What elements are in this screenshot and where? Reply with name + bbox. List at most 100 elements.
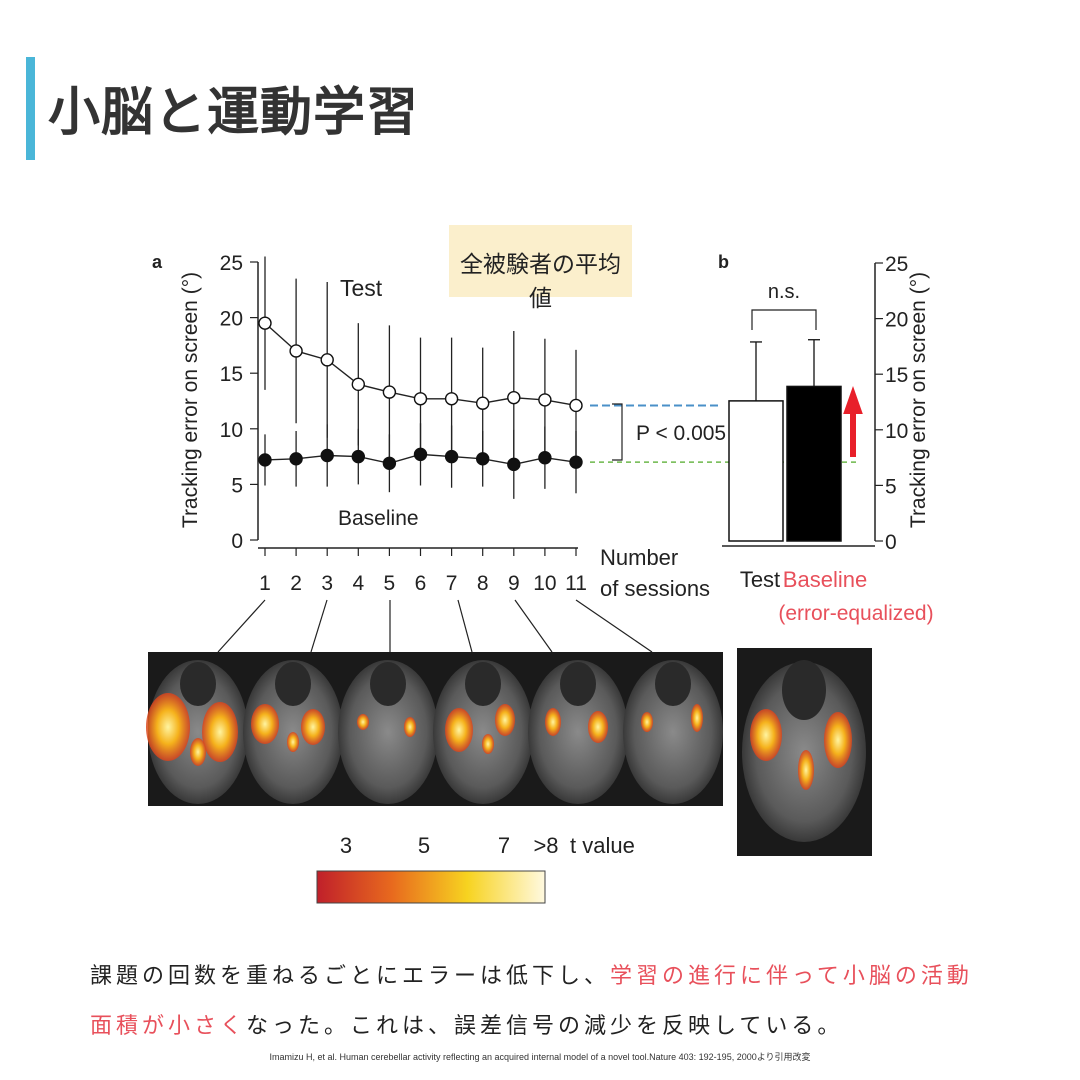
- panel-b-ytick-label: 10: [885, 420, 908, 443]
- colorbar-tick-3: 3: [340, 833, 352, 858]
- panel-a-xtick-label: 5: [384, 572, 396, 595]
- data-point: [444, 449, 459, 464]
- data-point: [413, 447, 428, 462]
- bar-baseline: [786, 385, 842, 542]
- panel-a-xlabel-line2: of sessions: [600, 576, 710, 601]
- brain-activation-map-baseline: [737, 648, 872, 856]
- series-label-test: Test: [340, 275, 383, 301]
- activation-blob: [404, 717, 416, 737]
- colorbar-tick-8: >8: [533, 833, 558, 858]
- data-point: [320, 448, 334, 463]
- data-point: [289, 344, 303, 358]
- series-label-baseline: Baseline: [338, 507, 419, 530]
- activation-blob: [190, 738, 206, 766]
- activation-blob: [357, 714, 369, 730]
- data-point: [444, 392, 459, 406]
- activation-blob: [545, 708, 561, 736]
- activation-blob: [146, 693, 190, 761]
- panel-a-xtick-label: 7: [446, 572, 458, 595]
- colorbar-tick-7: 7: [498, 833, 510, 858]
- citation: Imamizu H, et al. Human cerebellar activ…: [269, 1052, 811, 1062]
- panel-b-marks: [728, 339, 842, 542]
- brain-slice: [433, 660, 533, 804]
- panel-b-ytick-label: 20: [885, 309, 908, 332]
- panel-a-label: a: [152, 252, 163, 272]
- session-connectors: [217, 599, 653, 653]
- panel-b-ytick-label: 0: [885, 531, 897, 554]
- panel-b-ytick-label: 5: [885, 475, 897, 498]
- increase-arrow-icon: [843, 385, 863, 457]
- activation-blob: [301, 709, 325, 745]
- panel-b-ylabel: Tracking error on screen (°): [907, 272, 930, 528]
- title-accent-bar: [26, 57, 35, 160]
- brain-activation-maps: [146, 652, 723, 806]
- activation-blob: [641, 712, 653, 732]
- panel-a-xtick-label: 10: [533, 572, 556, 595]
- panel-a-ytick-label: 10: [220, 419, 243, 442]
- panel-a-xtick-label: 9: [508, 572, 520, 595]
- activation-blob: [495, 704, 515, 736]
- data-point: [258, 453, 272, 467]
- panel-a-ytick-label: 5: [231, 474, 243, 497]
- data-point: [569, 398, 583, 413]
- slide-title: 小脳と運動学習: [48, 83, 420, 143]
- panel-a-xtick-label: 3: [321, 572, 333, 595]
- significance-annotation: P < 0.005: [636, 422, 726, 445]
- brain-slice-ventricle: [655, 662, 691, 706]
- panel-a-ytick-label: 20: [220, 308, 243, 331]
- brain-slice-ventricle: [370, 662, 406, 706]
- data-point: [320, 353, 334, 367]
- panel-a-marks: [258, 256, 583, 499]
- panel-a-ytick-label: 0: [231, 530, 243, 553]
- note-box: 全被験者の平均値: [449, 225, 632, 312]
- data-point: [351, 449, 365, 464]
- panel-b-axes: 0 5 10 15 20 25: [722, 253, 908, 554]
- panel-a-xlabel-line1: Number: [600, 545, 678, 570]
- panel-a-xtick-label: 8: [477, 572, 489, 595]
- panel-b-category-sub: (error-equalized): [778, 602, 933, 625]
- activation-blob: [287, 732, 299, 752]
- panel-a-xtick-label: 1: [259, 572, 271, 595]
- panel-b-category-test: Test: [740, 567, 780, 592]
- body-text-part1: 課題の回数を重ねるごとにエラーは低下し、: [90, 964, 611, 989]
- activation-blob: [691, 704, 703, 732]
- ns-bracket: [751, 309, 817, 330]
- panel-b-category-baseline: Baseline: [783, 567, 867, 592]
- data-point: [569, 455, 583, 469]
- data-point: [476, 396, 490, 410]
- panel-b-label: b: [718, 252, 729, 272]
- activation-blob: [588, 711, 608, 743]
- activation-blob: [445, 708, 473, 752]
- brain-slice-ventricle: [560, 662, 596, 706]
- brain-slice: [338, 660, 438, 804]
- data-point: [476, 452, 490, 466]
- colorbar-title: t value: [570, 833, 635, 858]
- data-point: [382, 385, 397, 399]
- panel-a-xtick-label: 4: [352, 572, 364, 595]
- data-point: [413, 392, 428, 406]
- data-point: [258, 316, 272, 330]
- activation-blob: [482, 734, 494, 754]
- panel-b-ytick-label: 15: [885, 364, 908, 387]
- data-point: [538, 393, 552, 407]
- brain-slice-ventricle: [180, 662, 216, 706]
- body-text-highlight: 学習の進行に伴って小脳の活動面積が小さく: [90, 964, 973, 1039]
- panel-b-ytick-label: 25: [885, 253, 908, 276]
- brain-slice: [528, 660, 628, 804]
- panel-a-xtick-label: 6: [415, 572, 427, 595]
- panel-a-ytick-label: 25: [220, 252, 243, 275]
- note-text: 全被験者の平均値: [460, 252, 621, 312]
- data-point: [538, 451, 552, 465]
- activation-blob: [251, 704, 279, 744]
- ns-annotation: n.s.: [768, 281, 800, 303]
- colorbar: 3 5 7 >8 t value: [316, 833, 635, 904]
- data-point: [507, 457, 521, 472]
- panel-a-xtick-label: 11: [565, 572, 587, 595]
- significance-bracket: [612, 403, 623, 461]
- panel-a-xtick-label: 2: [290, 572, 302, 595]
- brain-slice-ventricle: [465, 662, 501, 706]
- colorbar-tick-5: 5: [418, 833, 430, 858]
- brain-slice-ventricle: [275, 662, 311, 706]
